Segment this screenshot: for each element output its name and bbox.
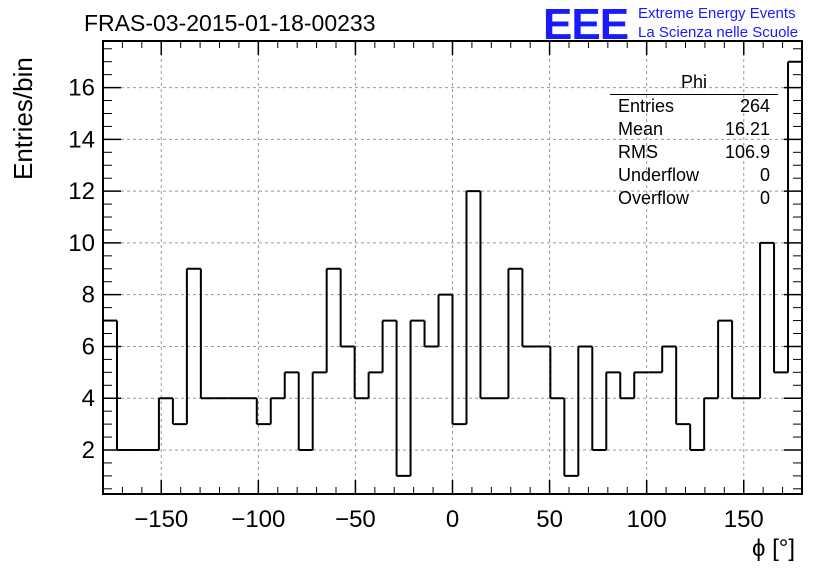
histogram-bin — [367, 371, 383, 399]
histogram-bin — [353, 346, 369, 400]
histogram-bin — [199, 268, 215, 400]
stats-row: Underflow 0 — [610, 164, 778, 187]
histogram-bin — [703, 397, 719, 450]
histogram-bin — [381, 319, 397, 373]
histogram-bin — [731, 320, 747, 400]
stats-label: Overflow — [618, 188, 690, 208]
stats-row: Overflow 0 — [610, 187, 778, 210]
histogram-bin — [563, 398, 579, 477]
y-tick-label: 4 — [82, 385, 95, 412]
histogram-bin — [675, 346, 691, 426]
histogram-bin — [521, 268, 537, 348]
histogram-bin — [297, 372, 313, 451]
logo-caption-line2: La Scienza nelle Scuole — [638, 24, 799, 41]
y-axis-label: Entries/bin — [8, 57, 38, 180]
histogram-bins — [103, 60, 803, 494]
stats-value: 0 — [759, 165, 770, 185]
histogram-bin — [115, 320, 131, 451]
stats-title: Phi — [610, 72, 778, 95]
histogram-bin — [717, 319, 733, 399]
logo-caption: Extreme Energy Events La Scienza nelle S… — [638, 4, 798, 42]
histogram-bin — [619, 372, 635, 400]
histogram-bin — [311, 371, 327, 450]
stats-value: 106.9 — [724, 142, 770, 162]
stats-row: RMS 106.9 — [610, 141, 778, 164]
x-axis-label: ϕ [°] — [752, 535, 796, 562]
stats-value: 264 — [739, 96, 770, 116]
eee-logo: EEE — [543, 0, 629, 49]
stats-value: 16.21 — [724, 119, 770, 139]
histogram-bin — [633, 371, 649, 399]
histogram-bin — [479, 191, 495, 400]
histogram-bin — [605, 371, 621, 450]
x-tick-label: 0 — [446, 506, 459, 533]
y-tick-label: 12 — [68, 178, 95, 205]
histogram-bin — [185, 267, 201, 425]
stats-label: Mean — [618, 119, 664, 139]
histogram-bin — [283, 371, 299, 399]
y-tick-label: 6 — [82, 333, 95, 360]
x-tick-label: 150 — [724, 506, 764, 533]
stats-box: Phi Entries 264 Mean 16.21 RMS 106.9 Und… — [610, 72, 778, 210]
x-tick-label: −150 — [134, 506, 188, 533]
x-tick-label: −100 — [231, 506, 285, 533]
y-tick-label: 14 — [68, 126, 95, 153]
y-tick-label: 2 — [82, 437, 95, 464]
stats-row: Entries 264 — [610, 95, 778, 118]
histogram-bin — [339, 268, 355, 348]
stats-label: Underflow — [618, 165, 700, 185]
stats-label: Entries — [618, 96, 675, 116]
y-tick-label: 16 — [68, 75, 95, 102]
logo-caption-line1: Extreme Energy Events — [638, 5, 796, 22]
histogram-bin — [759, 241, 775, 399]
x-tick-label: 100 — [627, 506, 667, 533]
histogram-bin — [465, 190, 481, 425]
histogram-bin — [395, 320, 411, 477]
histogram-bin — [787, 60, 803, 494]
histogram-bin — [437, 293, 453, 347]
y-tick-label: 10 — [68, 230, 95, 257]
plot-title: FRAS-03-2015-01-18-00233 — [84, 10, 376, 36]
x-tick-label: −50 — [335, 506, 376, 533]
histogram-bin — [255, 398, 271, 426]
histogram-bin — [269, 397, 285, 425]
histogram-bin — [773, 242, 789, 374]
histogram-bin — [549, 346, 565, 400]
histogram-bin — [325, 267, 341, 373]
stats-label: RMS — [618, 142, 658, 162]
stats-row: Mean 16.21 — [610, 118, 778, 141]
stats-value: 0 — [759, 188, 770, 208]
histogram-bin — [451, 294, 467, 426]
histogram-bin — [661, 345, 677, 373]
x-tick-label: 50 — [536, 506, 563, 533]
histogram-bin — [423, 320, 439, 348]
histogram-bin — [157, 397, 173, 450]
histogram-bin — [171, 398, 187, 426]
histogram-bin — [689, 424, 705, 451]
y-tick-label: 8 — [82, 282, 95, 309]
histogram-bin — [577, 345, 593, 476]
histogram-bin — [591, 346, 607, 451]
tick-labels: −150 −100 −50 0 50 100 150 2 4 6 8 10 12 14 16 — [68, 75, 763, 533]
histogram-bin — [507, 267, 523, 399]
histogram-bin — [409, 319, 425, 476]
